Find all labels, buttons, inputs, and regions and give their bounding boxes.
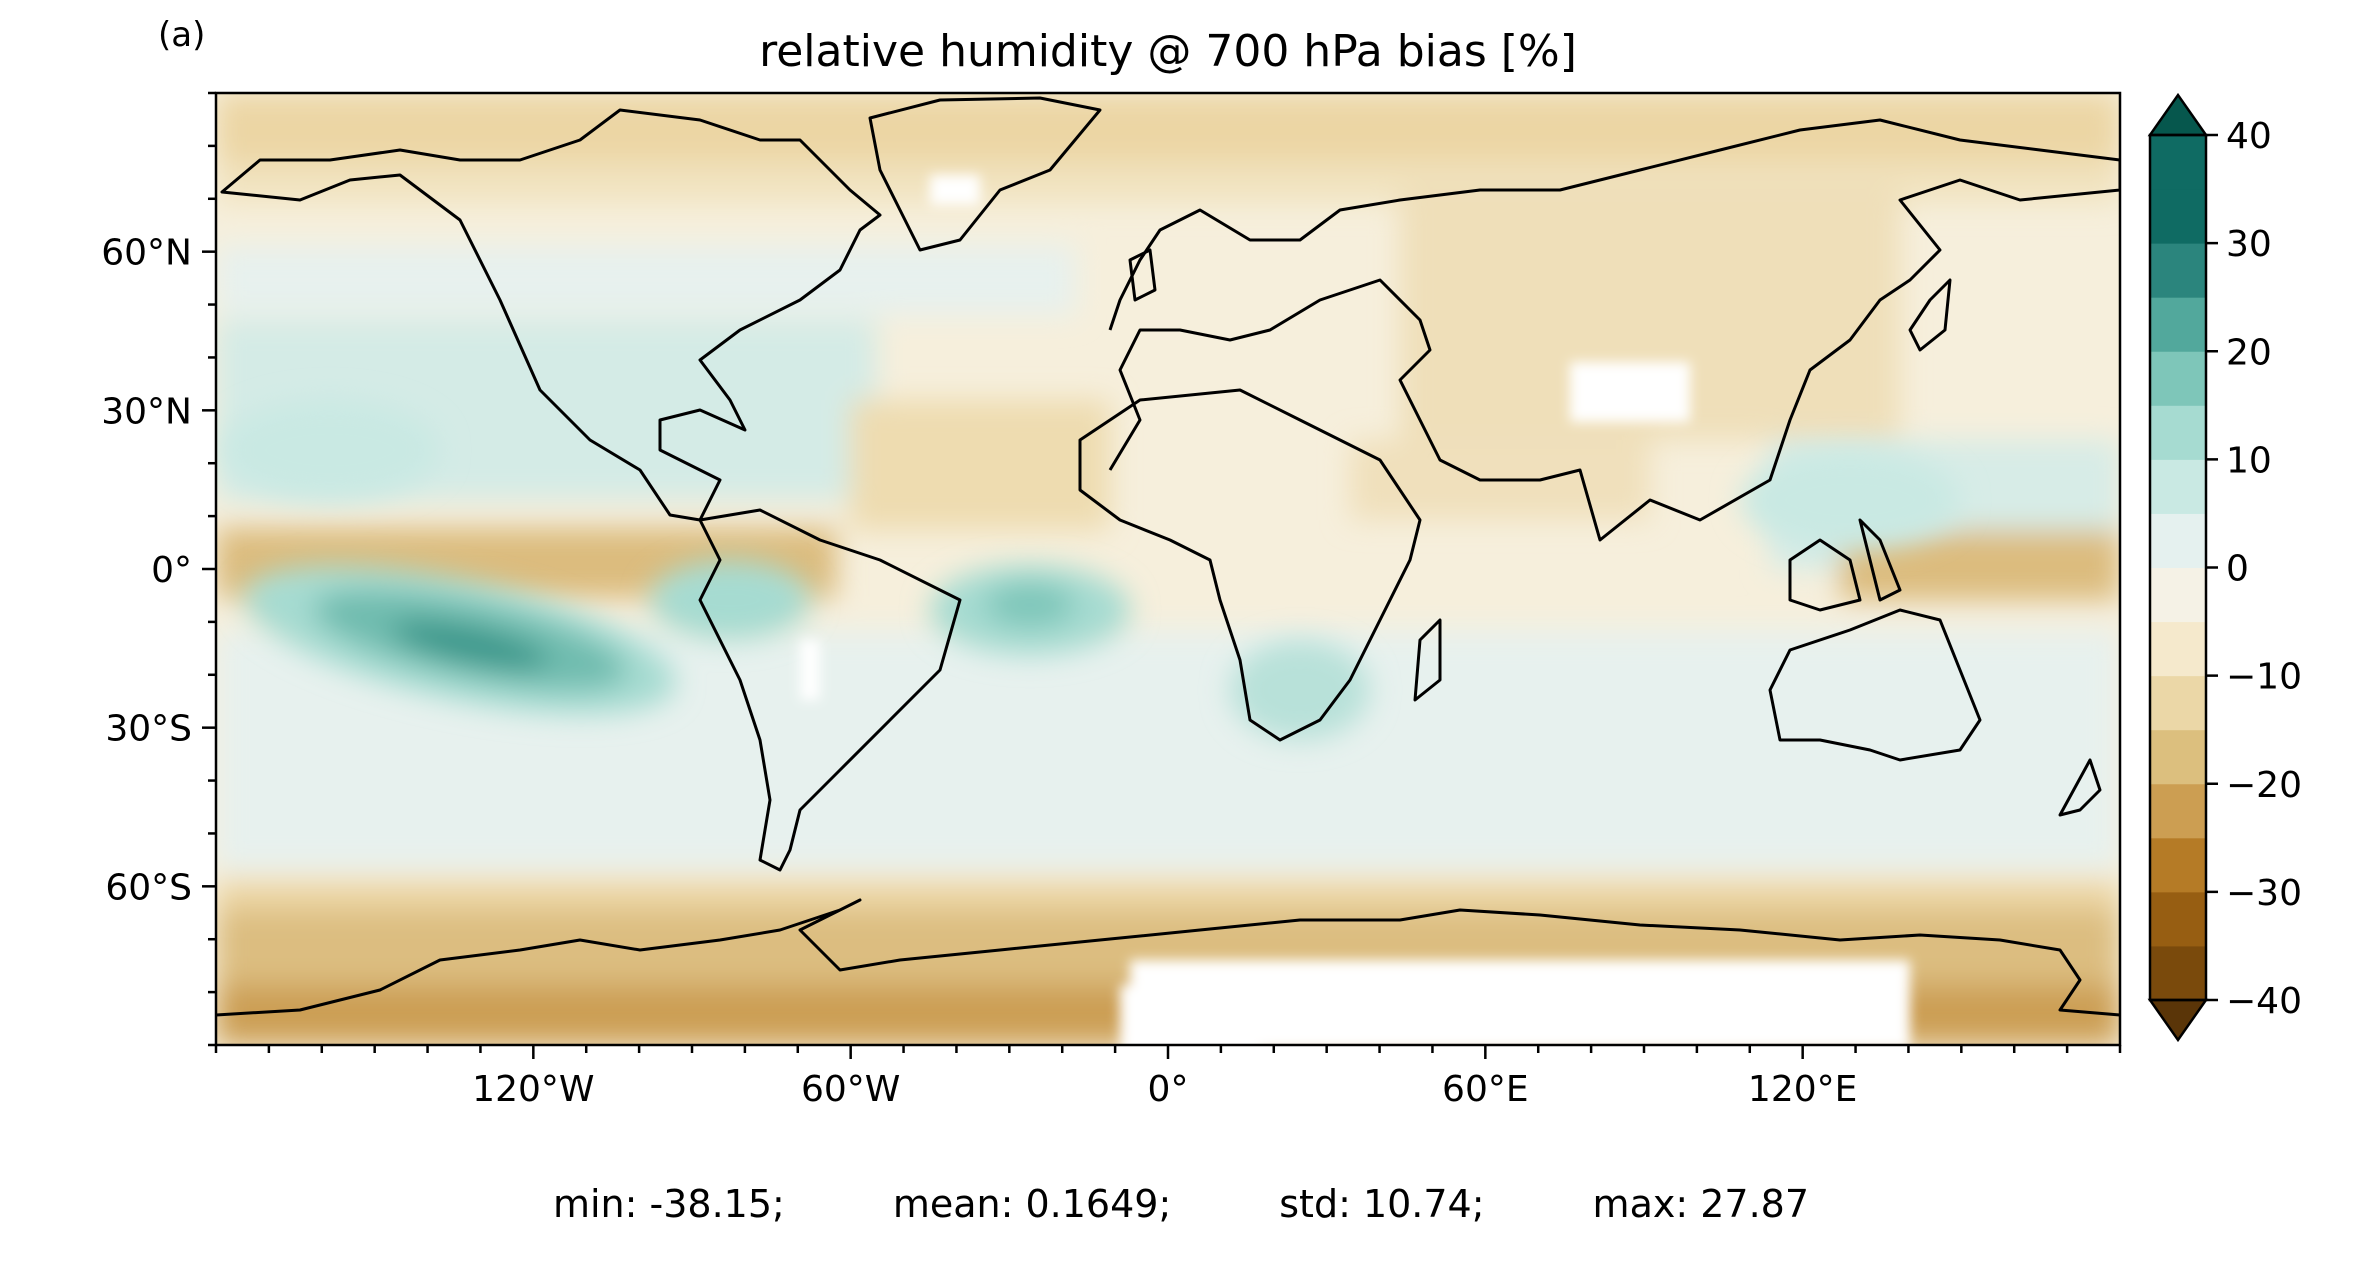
colorbar: 40 30 20 10 0 −10 −20 −30 −40: [2147, 92, 2302, 1043]
colorbar-tick-label: −40: [2226, 981, 2302, 1022]
y-tick-label: 0°: [151, 550, 192, 591]
map-field: [216, 93, 2120, 1045]
colorbar-extend-max: [2147, 92, 2209, 137]
y-tick-label: 30°N: [101, 391, 192, 432]
colorbar-segment: [2150, 405, 2206, 460]
colorbar-segment: [2150, 567, 2206, 623]
colorbar-segment: [2150, 351, 2206, 406]
colorbar-tick-label: −10: [2226, 657, 2302, 698]
colorbar-segment: [2150, 675, 2206, 731]
colorbar-segment: [2150, 189, 2206, 244]
y-tick-label: 30°S: [105, 709, 192, 750]
colorbar-segment: [2150, 297, 2206, 352]
colorbar-tick-label: 30: [2226, 224, 2272, 265]
x-tick-label: 0°: [1148, 1069, 1189, 1110]
x-tick-label: 120°E: [1748, 1069, 1857, 1110]
colorbar-segment: [2150, 243, 2206, 298]
stat-mean: mean: 0.1649;: [892, 1182, 1172, 1226]
moist-anomalies: [220, 400, 1960, 740]
coastlines: [216, 96, 2120, 1017]
stats-line: min: -38.15; mean: 0.1649; std: 10.74; max:…: [0, 1182, 2362, 1226]
colorbar-tick-label: −30: [2226, 873, 2302, 914]
colorbar-tick-label: 0: [2226, 549, 2249, 590]
colorbar-segment: [2150, 783, 2206, 839]
colorbar-tick-label: 10: [2226, 440, 2272, 481]
colorbar-segment: [2150, 621, 2206, 677]
x-tick-label: 60°W: [801, 1069, 900, 1110]
colorbar-segment: [2150, 729, 2206, 785]
x-axis-ticks: 120°W 60°W 0° 60°E 120°E: [214, 1045, 2122, 1110]
colorbar-extend-min: [2147, 998, 2209, 1043]
colorbar-tick-label: 20: [2226, 332, 2272, 373]
colorbar-tick-label: 40: [2226, 116, 2272, 157]
colorbar-segment: [2150, 135, 2206, 190]
colorbar-segment: [2150, 945, 2206, 1001]
y-tick-label: 60°N: [101, 233, 192, 274]
stat-max: max: 27.87: [1592, 1182, 1810, 1226]
colorbar-segment: [2150, 459, 2206, 514]
missing-data: [800, 175, 1910, 1045]
colorbar-tick-label: −20: [2226, 765, 2302, 806]
panel-label: (a): [158, 15, 205, 55]
stat-std: std: 10.74;: [1279, 1182, 1485, 1226]
stat-min: min: -38.15;: [552, 1182, 785, 1226]
y-axis-ticks: 60°N 30°N 0° 30°S 60°S: [101, 91, 216, 1047]
x-tick-label: 120°W: [472, 1069, 594, 1110]
colorbar-segment: [2150, 513, 2206, 568]
y-tick-label: 60°S: [105, 867, 192, 908]
x-tick-label: 60°E: [1442, 1069, 1529, 1110]
colorbar-segment: [2150, 837, 2206, 893]
colorbar-segment: [2150, 891, 2206, 947]
chart-title: relative humidity @ 700 hPa bias [%]: [759, 26, 1577, 77]
